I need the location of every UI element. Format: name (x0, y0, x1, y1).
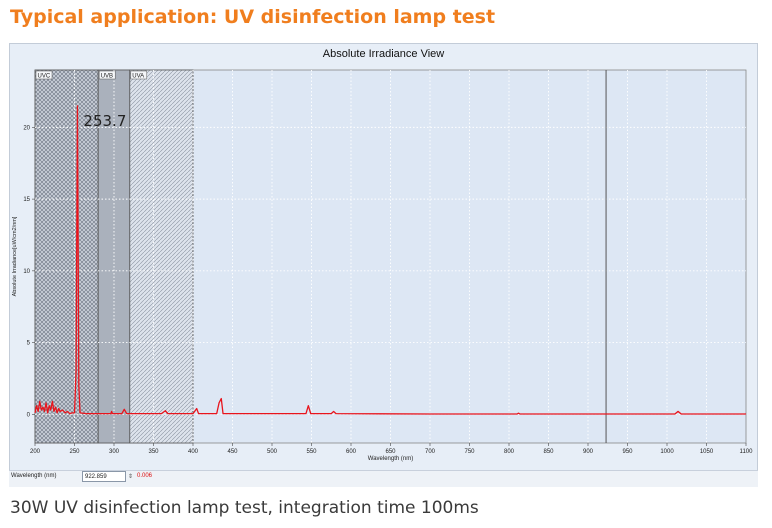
x-tick-label: 650 (385, 449, 396, 455)
wavelength-delta: 0.006 (137, 473, 153, 479)
x-tick-label: 300 (109, 449, 120, 455)
x-tick-label: 500 (267, 449, 278, 455)
band-label-box-uvb (98, 70, 116, 80)
band-label-box-uva (130, 70, 148, 80)
series-line-0 (34, 105, 746, 415)
x-tick-label: 400 (188, 449, 199, 455)
peak-annotation: 253.7 (83, 112, 126, 130)
chart-title: Absolute Irradiance View (322, 48, 445, 60)
x-tick-label: 750 (464, 449, 475, 455)
y-tick-label: 5 (27, 341, 31, 347)
figure-caption: 30W UV disinfection lamp test, integrati… (10, 498, 479, 518)
x-tick-label: 850 (543, 449, 554, 455)
band-label-uvc: UVC (38, 74, 51, 80)
x-tick-label: 700 (425, 449, 436, 455)
y-tick-label: 20 (23, 125, 30, 131)
band-label-uvb: UVB (101, 74, 113, 80)
band-label-box-uvc (35, 70, 53, 80)
band-uvc (34, 69, 99, 444)
x-tick-label: 1000 (660, 449, 674, 455)
x-tick-label: 550 (306, 449, 317, 455)
x-tick-label: 200 (30, 449, 41, 455)
x-tick-label: 1050 (700, 449, 714, 455)
x-tick-label: 800 (504, 449, 515, 455)
y-tick-label: 0 (27, 412, 31, 418)
x-tick-label: 1100 (740, 449, 754, 455)
x-tick-label: 350 (148, 449, 159, 455)
band-label-uva: UVA (132, 74, 144, 80)
x-tick-label: 450 (227, 449, 238, 455)
page-heading: Typical application: UV disinfection lam… (10, 6, 496, 28)
y-axis-label: Absolute Irradiance[uW/cm2/nm] (12, 216, 18, 296)
y-tick-label: 15 (23, 197, 30, 203)
wavelength-input[interactable]: 922.859 (82, 471, 126, 482)
x-tick-label: 600 (346, 449, 357, 455)
band-uva (129, 69, 194, 444)
wavelength-spinner-icon[interactable]: ⇕ (128, 474, 134, 480)
y-tick-label: 10 (23, 269, 30, 275)
status-bar (9, 470, 758, 487)
x-tick-label: 900 (583, 449, 594, 455)
x-tick-label: 950 (622, 449, 633, 455)
wavelength-label: Wavelength (nm) (11, 473, 57, 479)
x-axis-label: Wavelength (nm) (368, 456, 413, 462)
x-tick-label: 250 (69, 449, 80, 455)
